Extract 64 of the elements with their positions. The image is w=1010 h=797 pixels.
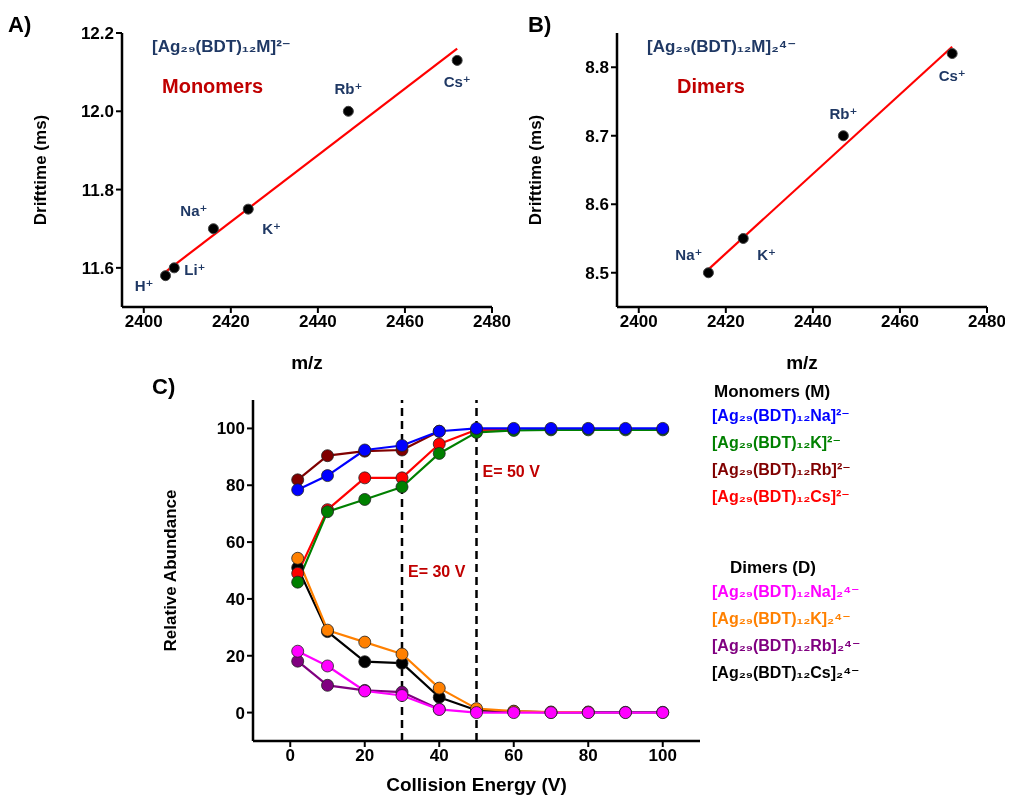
- y-tick-label: 8.6: [585, 195, 609, 215]
- x-tick-label: 2460: [386, 312, 424, 332]
- y-axis-title: Drifttime (ms): [526, 114, 546, 226]
- x-tick-label: 2480: [968, 312, 1006, 332]
- text: [Ag₂₉(BDT)₁₂Cs]₂⁴⁻: [712, 663, 861, 682]
- text: Monomers: [162, 75, 264, 98]
- y-tick-label: 40: [226, 589, 245, 609]
- text: Monomers (M): [714, 382, 832, 402]
- annotation: Rb⁺: [829, 104, 858, 122]
- text: Dimers: [677, 75, 745, 98]
- annotation: K⁺: [262, 220, 281, 238]
- x-tick-label: 40: [429, 746, 449, 766]
- y-axis-title: Drifttime (ms): [31, 114, 51, 226]
- text: [Ag₂₉(BDT)₁₂Cs]²⁻: [712, 487, 851, 506]
- x-axis-title: Collision Energy (V): [386, 774, 567, 795]
- annotation: Cs⁺: [443, 73, 471, 91]
- annotation: Cs⁺: [938, 66, 966, 84]
- y-tick-label: 60: [226, 533, 245, 553]
- x-axis-title: m/z: [786, 352, 818, 373]
- x-tick-label: 2480: [473, 312, 511, 332]
- x-tick-label: 2400: [124, 312, 163, 332]
- y-tick-label: 80: [226, 476, 245, 496]
- text: C): [152, 374, 176, 400]
- x-tick-label: 60: [504, 746, 524, 766]
- x-tick-label: 2440: [793, 312, 832, 332]
- annotation: Na⁺: [180, 201, 208, 219]
- ref-line-label: E= 30 V: [408, 563, 466, 581]
- x-tick-label: 0: [285, 746, 295, 766]
- y-tick-label: 12.2: [80, 24, 114, 44]
- x-tick-label: 2460: [881, 312, 919, 332]
- y-tick-label: 20: [226, 646, 245, 666]
- x-tick-label: 2420: [706, 312, 745, 332]
- annotation: Rb⁺: [334, 80, 363, 98]
- y-tick-label: 8.5: [585, 263, 609, 283]
- text: [Ag₂₉(BDT)₁₂Rb]₂⁴⁻: [712, 636, 862, 655]
- x-tick-label: 2400: [619, 312, 658, 332]
- annotation: H⁺: [134, 276, 154, 294]
- chart-title: [Ag₂₉(BDT)₁₂M]²⁻: [152, 36, 291, 57]
- chart-title: [Ag₂₉(BDT)₁₂M]₂⁴⁻: [647, 36, 797, 57]
- annotation: Na⁺: [675, 245, 703, 263]
- annotation: K⁺: [757, 245, 776, 263]
- x-tick-label: 2440: [298, 312, 337, 332]
- text: [Ag₂₉(BDT)₁₂Na]₂⁴⁻: [712, 582, 861, 601]
- y-tick-label: 11.6: [81, 258, 114, 278]
- text: A): [8, 12, 32, 38]
- y-tick-label: 8.8: [585, 58, 609, 78]
- text: Dimers (D): [730, 558, 817, 578]
- y-tick-label: 100: [216, 419, 245, 439]
- x-tick-label: 2420: [211, 312, 250, 332]
- y-tick-label: 8.7: [585, 126, 609, 146]
- ref-line-label: E= 50 V: [482, 463, 541, 481]
- y-tick-label: 12.0: [80, 102, 114, 122]
- text: [Ag₂₉(BDT)₁₂Na]²⁻: [712, 406, 851, 425]
- text: [Ag₂₉(BDT)₁₂K]₂⁴⁻: [712, 609, 852, 628]
- y-tick-label: 11.8: [81, 180, 114, 200]
- text: [Ag₂₉(BDT)₁₂Rb]²⁻: [712, 460, 852, 479]
- y-tick-label: 0: [235, 703, 245, 723]
- x-tick-label: 20: [355, 746, 375, 766]
- annotation: Li⁺: [184, 260, 206, 278]
- x-axis-title: m/z: [291, 352, 323, 373]
- x-tick-label: 100: [648, 746, 677, 766]
- y-axis-title: Relative Abundance: [161, 489, 181, 652]
- text: B): [528, 12, 552, 38]
- text: [Ag₂₉(BDT)₁₂K]²⁻: [712, 433, 842, 452]
